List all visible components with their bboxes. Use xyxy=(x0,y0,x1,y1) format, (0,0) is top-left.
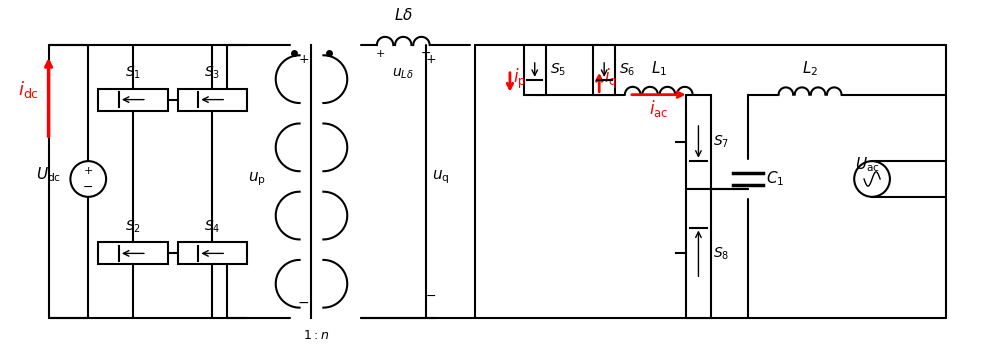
Text: −: − xyxy=(425,290,436,303)
Bar xyxy=(524,45,546,95)
Bar xyxy=(178,242,247,264)
Text: $i_{\rm p}$: $i_{\rm p}$ xyxy=(513,67,526,91)
Text: $S_4$: $S_4$ xyxy=(204,218,220,235)
Bar xyxy=(98,242,168,264)
Text: $u_{\rm p}$: $u_{\rm p}$ xyxy=(248,170,266,188)
Bar xyxy=(593,45,615,95)
Text: $u_{L\delta}$: $u_{L\delta}$ xyxy=(392,67,414,81)
Text: $L_2$: $L_2$ xyxy=(802,59,818,78)
Text: +: + xyxy=(425,53,436,66)
Bar xyxy=(686,95,711,189)
Text: $S_6$: $S_6$ xyxy=(619,62,635,78)
Text: +: + xyxy=(376,49,386,59)
Text: $S_3$: $S_3$ xyxy=(204,65,220,81)
Text: −: − xyxy=(420,47,431,60)
Text: $S_1$: $S_1$ xyxy=(125,65,141,81)
Text: $S_5$: $S_5$ xyxy=(550,62,566,78)
Text: $L_1$: $L_1$ xyxy=(651,59,667,78)
Text: $L\delta$: $L\delta$ xyxy=(394,7,413,23)
Bar xyxy=(98,89,168,110)
Bar xyxy=(178,89,247,110)
Text: −: − xyxy=(83,181,94,194)
Bar xyxy=(686,189,711,318)
Text: $C_1$: $C_1$ xyxy=(766,170,784,188)
Text: +: + xyxy=(84,166,93,176)
Text: $S_7$: $S_7$ xyxy=(713,133,729,150)
Text: −: − xyxy=(298,296,309,310)
Text: $i_{\rm ac}$: $i_{\rm ac}$ xyxy=(649,98,668,120)
Text: $U_{\rm dc}$: $U_{\rm dc}$ xyxy=(36,165,61,184)
Text: $i_{\rm q}$: $i_{\rm q}$ xyxy=(604,67,617,91)
Text: $1:n$: $1:n$ xyxy=(303,329,330,342)
Text: $S_8$: $S_8$ xyxy=(713,245,730,262)
Text: $U_{\rm ac}$: $U_{\rm ac}$ xyxy=(855,155,880,174)
Text: $u_{\rm q}$: $u_{\rm q}$ xyxy=(432,168,449,186)
Text: $S_2$: $S_2$ xyxy=(125,218,141,235)
Text: $i_{\rm dc}$: $i_{\rm dc}$ xyxy=(18,79,39,100)
Text: +: + xyxy=(298,53,309,67)
